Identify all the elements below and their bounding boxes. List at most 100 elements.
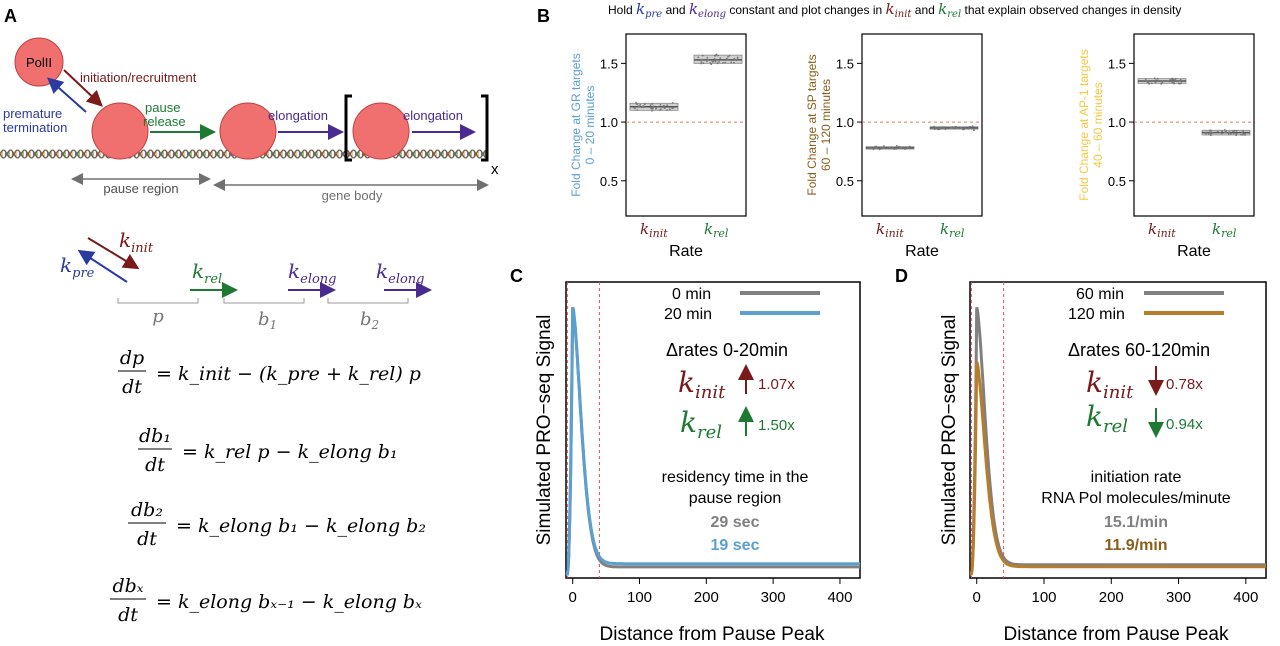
- x-tick-label: 300: [1166, 589, 1191, 606]
- panel-b-point: [700, 62, 703, 65]
- panel-b-xtick-label: kinit: [640, 220, 668, 240]
- k-pre-symbol: kpre: [60, 253, 95, 281]
- panel-b-point: [651, 109, 653, 112]
- panel-c-plot: 0 100 200 300 400: [565, 282, 860, 606]
- panel-b-ylabel-2: 40 – 60 minutes: [1091, 82, 1105, 167]
- panel-b-point: [716, 62, 719, 65]
- panel-b-point: [649, 104, 652, 107]
- panel-b-point: [733, 57, 736, 60]
- panel-b-frame-3: [1133, 33, 1255, 217]
- panel-c-res-2: pause region: [689, 490, 782, 507]
- panel-b-xtick-label: krel: [940, 220, 965, 240]
- panel-b-point: [1225, 130, 1228, 133]
- panel-b-point: [659, 109, 661, 111]
- compartment-b1-label: b1: [258, 309, 277, 332]
- panel-c-val-1: 29 sec: [711, 514, 760, 531]
- panel-b-point: [878, 148, 881, 151]
- panel-c-frame: [565, 281, 861, 579]
- panel-c-init-fold: 1.07x: [758, 376, 795, 393]
- right-bracket: [481, 94, 489, 162]
- panel-b-point: [1151, 80, 1153, 82]
- compartment-b1: [223, 298, 305, 304]
- eq2-rhs: = k_rel p − k_elong b₁: [182, 441, 398, 463]
- panel-b-point: [955, 126, 958, 128]
- k-pre-arrow: [77, 249, 128, 283]
- panel-b-point: [1161, 80, 1163, 83]
- panel-b-point: [936, 128, 939, 131]
- panel-b-point: [671, 102, 674, 104]
- panel-b-point: [702, 62, 705, 65]
- panel-b-point: [935, 127, 938, 130]
- panel-b-point: [717, 54, 719, 57]
- panel-b-ytick-label: 0.5: [1108, 174, 1126, 189]
- panel-b-point: [973, 129, 975, 132]
- panel-b-ylabel-1: Fold Change at GR targets: [569, 53, 583, 196]
- panel-b-ytick-label: 1.5: [1108, 56, 1126, 71]
- panel-b-point: [722, 62, 724, 64]
- panel-b-point: [904, 148, 907, 150]
- panel-b-point: [1144, 78, 1147, 81]
- eq3-den: dt: [137, 528, 157, 550]
- panel-b-point: [1240, 133, 1242, 136]
- panel-b-point: [1148, 82, 1150, 85]
- panel-b-point: [1242, 133, 1245, 135]
- panel-b-point: [1216, 130, 1219, 133]
- panel-b-point: [1163, 80, 1166, 83]
- panel-b-point: [899, 146, 902, 148]
- panel-b-point: [969, 125, 972, 128]
- panel-b-xtick-label: kinit: [1148, 220, 1176, 240]
- eq2-den: dt: [145, 454, 165, 476]
- panel-b-point: [944, 128, 947, 131]
- panel-b-ytick-label: 1.5: [600, 56, 618, 71]
- panel-b-point: [1148, 79, 1150, 82]
- panel-b-point: [1209, 131, 1211, 134]
- panel-b-point: [719, 57, 722, 60]
- panel-b-point: [637, 105, 640, 107]
- pause-release-label-1: pause: [145, 100, 180, 115]
- panel-b-point: [1219, 131, 1222, 134]
- panel-b-point: [713, 54, 716, 57]
- series-60-min: [969, 307, 1266, 576]
- panel-b-point: [1160, 83, 1163, 85]
- panel-b-point: [736, 57, 739, 60]
- polii-label: PolII: [26, 55, 52, 70]
- panel-b-point: [664, 107, 666, 110]
- panel-b-point: [1212, 132, 1214, 134]
- eq1-num: dp: [120, 347, 144, 369]
- panel-b-point: [875, 147, 878, 150]
- panel-b-point: [961, 127, 963, 130]
- panel-b-point: [706, 60, 708, 63]
- panel-b-point: [718, 61, 720, 63]
- panel-b-point: [701, 54, 704, 57]
- panel-b-point: [639, 104, 642, 106]
- panel-b-point: [1207, 133, 1210, 135]
- panel-b-ylabel-2: 0 – 20 minutes: [583, 86, 597, 165]
- compartment-b2: [327, 298, 409, 304]
- panel-b-xtick-label: krel: [1212, 220, 1237, 240]
- panel-c-legend-1: 0 min: [672, 286, 711, 303]
- panel-b-point: [1230, 133, 1232, 135]
- panel-b-point: [1173, 82, 1175, 85]
- panel-b-point: [728, 54, 731, 57]
- panel-b-point: [735, 59, 738, 62]
- panel-d-k-init: kinit: [1086, 366, 1134, 403]
- panel-a-letter: A: [4, 6, 17, 26]
- x-tick-label: 400: [827, 589, 852, 606]
- panel-a: A PolII initiation/recruitment premature…: [0, 6, 499, 626]
- panel-c-letter: C: [510, 266, 523, 286]
- panel-b-point: [933, 128, 936, 131]
- repeat-x-label: x: [491, 161, 499, 178]
- initiation-label: initiation/recruitment: [80, 70, 197, 85]
- eq1-rhs: = k_init − (k_pre + k_rel) p: [156, 363, 421, 385]
- panel-b-point: [706, 56, 709, 59]
- panel-c-rel-fold: 1.50x: [758, 417, 795, 434]
- panel-b-ytick-label: 0.5: [600, 174, 618, 189]
- elongation-label-2: elongation: [403, 108, 463, 123]
- panel-b-point: [1169, 79, 1172, 81]
- panel-c: C Simulated PRO−seq Signal Distance from…: [510, 266, 861, 645]
- x-tick-label: 100: [1031, 589, 1056, 606]
- panel-b-xlabel: Rate: [905, 243, 939, 260]
- panel-b-point: [881, 147, 884, 150]
- panel-b-point: [652, 105, 655, 108]
